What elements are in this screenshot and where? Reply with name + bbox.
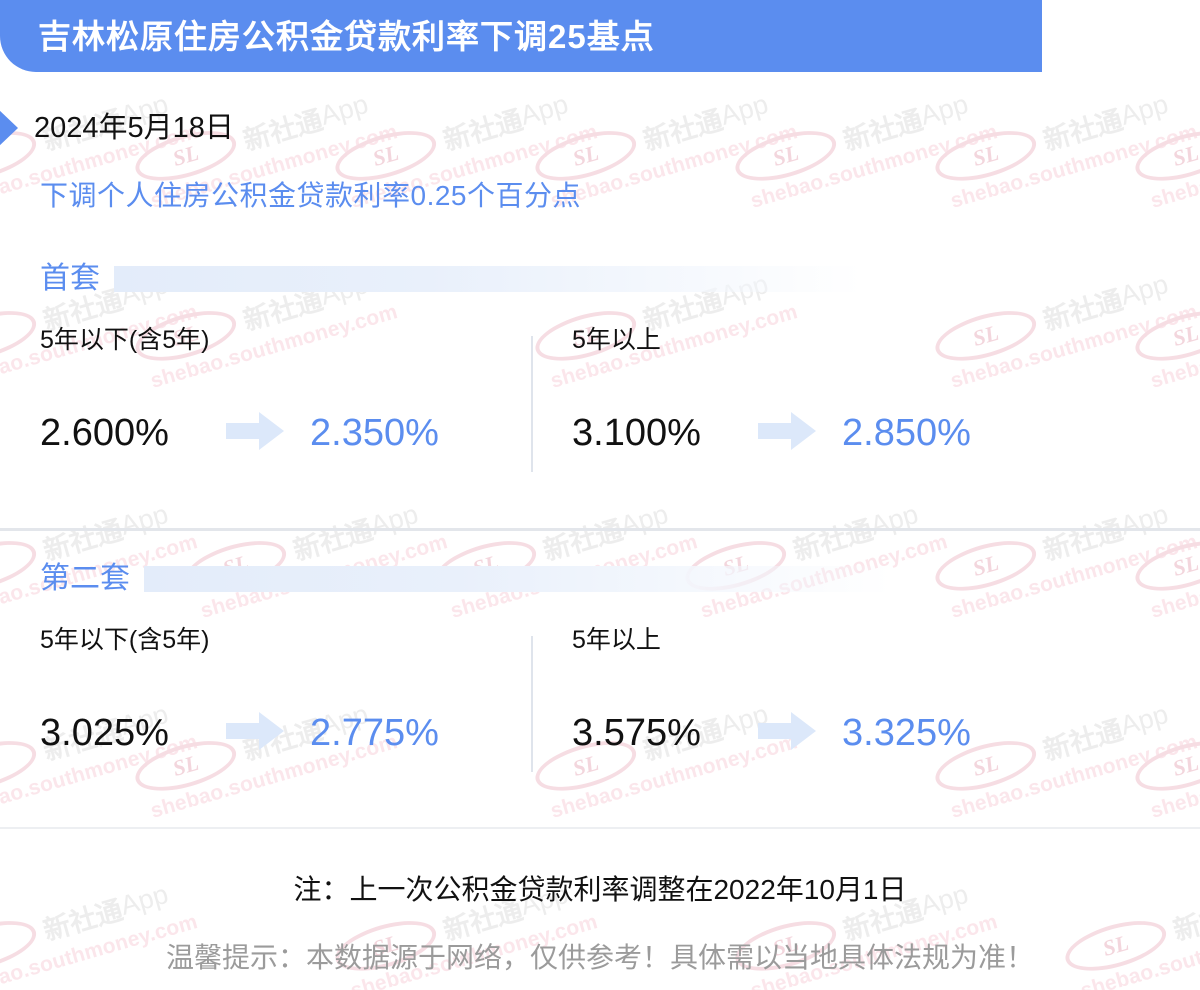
new-rate: 2.850% — [842, 412, 971, 454]
arrow-right-icon — [758, 711, 816, 755]
section-title: 首套 — [40, 262, 100, 295]
rate-column-over-5y: 5年以上 3.575% 3.325% — [532, 628, 1064, 757]
new-rate: 2.350% — [310, 412, 439, 454]
footnote: 注：上一次公积金贷款利率调整在2022年10月1日 — [293, 874, 907, 905]
watermark-url: shebao.southmoney.com — [947, 120, 1200, 213]
watermark-app-label: App — [717, 88, 772, 131]
column-divider — [531, 636, 533, 772]
old-rate: 3.100% — [572, 412, 701, 454]
rate-column-over-5y: 5年以上 3.100% 2.850% — [532, 328, 1064, 457]
new-rate: 2.775% — [310, 712, 439, 754]
new-rate: 3.325% — [842, 712, 971, 754]
term-label: 5年以上 — [572, 326, 661, 354]
term-label: 5年以下(含5年) — [40, 326, 210, 354]
term-label: 5年以上 — [572, 626, 661, 654]
watermark-app-label: App — [1117, 498, 1172, 541]
term-label: 5年以下(含5年) — [40, 626, 210, 654]
effective-date: 2024年5月18日 — [34, 111, 234, 144]
watermark-brand: 新社通 — [440, 104, 527, 157]
page-title: 吉林松原住房公积金贷款利率下调25基点 — [38, 17, 655, 55]
rate-line: 3.575% 3.325% — [572, 709, 1064, 757]
date-row: 2024年5月18日 — [0, 107, 234, 149]
section-header: 首套 — [0, 258, 1200, 300]
watermark-app-label: App — [317, 88, 372, 131]
watermark-app-label: App — [917, 88, 972, 131]
watermark-brand: 新社通 — [240, 104, 327, 157]
rate-line: 3.025% 2.775% — [40, 709, 532, 757]
disclaimer: 温馨提示：本数据源于网络，仅供参考！具体需以当地具体法规为准！ — [165, 942, 1034, 973]
watermark-url: shebao.southmoney.com — [547, 120, 801, 213]
watermark-logo-icon — [1130, 121, 1200, 191]
footer-divider — [0, 827, 1200, 829]
watermark-app-label: App — [367, 498, 422, 541]
section-header: 第二套 — [0, 558, 1200, 600]
section-title: 第二套 — [40, 562, 130, 595]
watermark-app-label: App — [867, 498, 922, 541]
watermark-app-label: App — [117, 498, 172, 541]
watermark-url: shebao.southmoney.com — [747, 120, 1001, 213]
section-first-home: 首套 5年以下(含5年) 2.600% 2.350% 5年以上 — [0, 258, 1200, 472]
triangle-right-icon — [0, 107, 18, 149]
arrow-right-icon — [226, 411, 284, 455]
section-gradient-bar — [144, 566, 892, 592]
old-rate: 3.575% — [572, 712, 701, 754]
rate-line: 2.600% 2.350% — [40, 409, 532, 457]
rate-grid: 5年以下(含5年) 3.025% 2.775% 5年以上 3.575% — [0, 628, 1200, 772]
rate-column-under-5y: 5年以下(含5年) 3.025% 2.775% — [40, 628, 532, 757]
rate-line: 3.100% 2.850% — [572, 409, 1064, 457]
rate-column-under-5y: 5年以下(含5年) 2.600% 2.350% — [40, 328, 532, 457]
watermark-app-label: App — [517, 88, 572, 131]
watermark-brand: 新社通 — [840, 104, 927, 157]
watermark-app-label: App — [617, 498, 672, 541]
old-rate: 3.025% — [40, 712, 169, 754]
arrow-right-icon — [758, 411, 816, 455]
watermark-url: shebao.southmoney.com — [1147, 120, 1200, 213]
old-rate: 2.600% — [40, 412, 169, 454]
section-second-home: 第二套 5年以下(含5年) 3.025% 2.775% 5年以上 — [0, 558, 1200, 772]
rate-grid: 5年以下(含5年) 2.600% 2.350% 5年以上 3.100% — [0, 328, 1200, 472]
watermark-brand: 新社通 — [640, 104, 727, 157]
header-banner: 吉林松原住房公积金贷款利率下调25基点 — [0, 0, 1042, 72]
watermark-logo-icon — [730, 121, 842, 191]
section-divider — [0, 528, 1200, 531]
section-gradient-bar — [114, 266, 862, 292]
watermark-brand: 新社通 — [1040, 104, 1127, 157]
column-divider — [531, 336, 533, 472]
watermark-app-label: App — [1117, 88, 1172, 131]
watermark-logo-icon — [930, 121, 1042, 191]
subtitle-text: 下调个人住房公积金贷款利率0.25个百分点 — [40, 180, 581, 211]
arrow-right-icon — [226, 711, 284, 755]
